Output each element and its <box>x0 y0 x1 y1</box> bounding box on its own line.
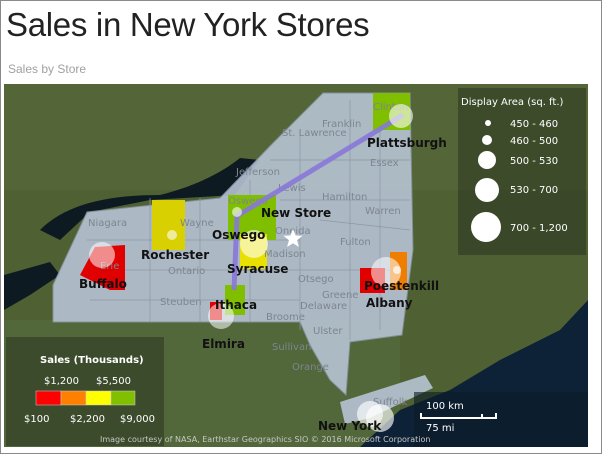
county-rochester-fill <box>152 200 185 250</box>
size-legend-bubble <box>478 151 496 169</box>
county-label: Suffolk <box>373 397 407 408</box>
scale-mi-label: 75 mi <box>426 423 454 434</box>
county-label: Delaware <box>300 301 347 312</box>
color-legend-top-label: $5,500 <box>96 376 131 387</box>
county-label: Broome <box>266 312 305 323</box>
color-swatch-red <box>35 390 62 406</box>
county-label: Warren <box>365 206 401 217</box>
size-legend-label: 530 - 700 <box>510 185 558 196</box>
color-legend: Sales (Thousands) $1,200 $5,500 $100 $2,… <box>6 337 164 446</box>
county-label: Jefferson <box>235 167 280 178</box>
county-label: Fulton <box>340 237 371 248</box>
store-bubble-oswego[interactable] <box>232 207 242 217</box>
size-legend: Display Area (sq. ft.) 450 - 460 460 - 5… <box>458 88 586 255</box>
store-bubble-elmira[interactable] <box>208 303 234 329</box>
color-legend-bottom-label: $9,000 <box>120 414 155 425</box>
color-legend-bottom-label: $100 <box>24 414 49 425</box>
color-legend-top-label: $1,200 <box>44 376 79 387</box>
store-label-syracuse: Syracuse <box>227 262 288 276</box>
scale-bar-panel <box>414 392 588 447</box>
county-label: Sullivan <box>272 342 311 353</box>
color-swatch-green <box>110 390 136 406</box>
size-legend-bubble <box>485 120 491 126</box>
store-label-plattsburgh: Plattsburgh <box>367 136 447 150</box>
store-bubble-syracuse[interactable] <box>240 230 268 258</box>
size-legend-bubble <box>475 178 499 202</box>
size-legend-label: 500 - 530 <box>510 156 558 167</box>
color-swatch-orange <box>60 390 87 406</box>
lake-erie <box>4 262 60 310</box>
size-legend-bubble <box>482 135 492 145</box>
county-label: Oswego <box>228 196 268 207</box>
store-bubble-poestenkill[interactable] <box>393 266 401 274</box>
county-label: Madison <box>264 249 306 260</box>
map-subtitle: Sales by Store <box>8 62 87 76</box>
store-bubble-albany[interactable] <box>371 257 401 287</box>
store-label-oswego: Oswego <box>212 228 265 242</box>
size-legend-bubble <box>471 212 501 242</box>
store-label-new-store: New Store <box>261 206 331 220</box>
county-label: Clinton <box>373 102 408 113</box>
store-label-albany: Albany <box>366 296 413 310</box>
size-legend-label: 700 - 1,200 <box>510 223 568 234</box>
county-label: Lewis <box>278 183 306 194</box>
county-label: Wayne <box>180 218 214 229</box>
county-label: Niagara <box>88 218 127 229</box>
county-label: Greene <box>322 290 358 301</box>
scale-km-label: 100 km <box>426 401 464 412</box>
store-bubble-plattsburgh[interactable] <box>389 104 413 128</box>
page-title: Sales in New York Stores <box>6 6 370 43</box>
county-label: Hamilton <box>322 192 367 203</box>
store-label-ithaca: Ithaca <box>215 298 257 312</box>
store-bubble-rochester[interactable] <box>167 230 177 240</box>
color-legend-bottom-label: $2,200 <box>70 414 105 425</box>
store-bubble-new-york-2[interactable] <box>366 404 394 432</box>
county-label: Steuben <box>160 297 202 308</box>
size-legend-title: Display Area (sq. ft.) <box>461 97 563 108</box>
new-store-star-icon[interactable] <box>283 229 303 247</box>
size-legend-label: 450 - 460 <box>510 119 558 130</box>
store-label-elmira: Elmira <box>202 337 245 351</box>
map-attribution: Image courtesy of NASA, Earthstar Geogra… <box>100 435 430 444</box>
scale-bar-line <box>420 413 497 419</box>
map-visual[interactable]: St. Lawrence Franklin Clinton Essex Jeff… <box>4 84 588 447</box>
color-legend-title: Sales (Thousands) <box>40 355 144 366</box>
county-label: Orange <box>292 362 329 373</box>
store-label-buffalo: Buffalo <box>79 277 127 291</box>
store-label-rochester: Rochester <box>141 248 209 262</box>
new-york-state <box>52 92 414 397</box>
county-label: Ontario <box>168 266 205 277</box>
store-label-poestenkill: Poestenkill <box>364 279 439 293</box>
county-label: Essex <box>370 158 399 169</box>
county-label: Ulster <box>313 326 343 337</box>
color-swatch-yellow <box>85 390 112 406</box>
store-label-new-york: New York <box>318 419 382 433</box>
store-bubble-buffalo[interactable] <box>89 242 115 268</box>
county-label: Otsego <box>298 274 334 285</box>
size-legend-label: 460 - 500 <box>510 136 558 147</box>
county-label: Erie <box>100 261 119 272</box>
county-label: Franklin <box>322 119 361 130</box>
scale-bar: 100 km 75 mi <box>414 392 588 447</box>
county-label: St. Lawrence <box>282 128 347 139</box>
